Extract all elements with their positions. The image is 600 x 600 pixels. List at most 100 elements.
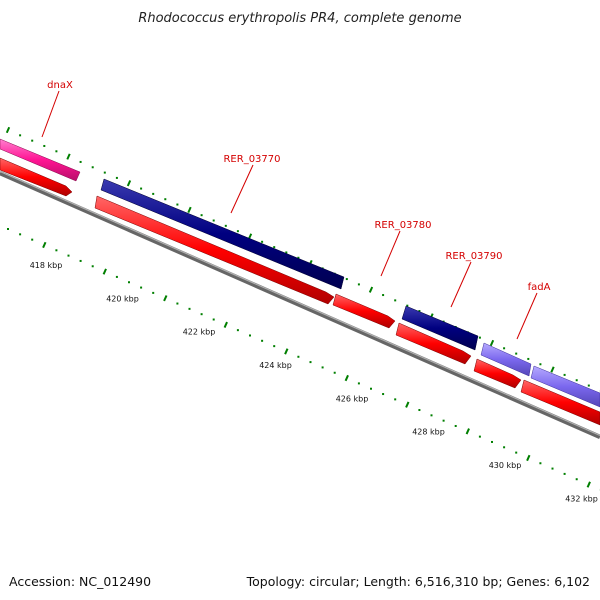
gene-dnax-feature[interactable] [0,138,81,182]
gene-rer03770-feature[interactable] [100,178,345,290]
minor-tick [140,187,143,190]
scale-label: 422 kbp [183,328,216,337]
minor-tick [224,224,227,227]
genome-backbone [0,170,600,440]
scale-label: 430 kbp [489,461,522,470]
minor-tick [357,382,360,385]
minor-tick [370,387,372,390]
minor-tick [430,414,433,417]
minor-tick [551,467,554,470]
minor-tick [91,265,94,268]
gene-fada-feature-2[interactable] [530,365,600,408]
major-tick [163,295,168,302]
gene-features [0,138,600,408]
cds-arrow[interactable] [332,293,396,329]
minor-tick [321,366,324,369]
minor-tick [236,329,239,332]
minor-tick [575,379,578,382]
minor-tick [128,281,130,284]
minor-tick [152,192,155,195]
minor-tick [140,286,143,289]
leader-line [380,230,401,277]
cds-arrow[interactable] [473,358,522,389]
leader-line [516,292,538,340]
scale-label: 426 kbp [336,394,369,403]
major-tick [586,481,591,488]
minor-tick [285,251,288,254]
cds-arrow[interactable] [395,322,472,365]
minor-tick [200,214,203,217]
minor-tick [297,256,300,259]
major-tick [489,339,495,347]
major-tick [102,268,107,275]
major-tick [223,321,228,328]
outer-tick-row [5,126,600,392]
minor-tick [79,259,82,262]
minor-tick [478,435,481,438]
scale-label: 428 kbp [412,428,445,437]
scale-label: 424 kbp [259,361,292,370]
minor-tick [394,398,397,401]
minor-tick [563,373,566,376]
gene-labels: dnaX RER_03770 RER_03780 RER_03790 fadA [41,80,551,340]
minor-tick [273,246,276,249]
minor-tick [79,160,82,163]
minor-tick [406,304,409,307]
minor-tick [515,451,518,454]
major-tick [66,153,71,160]
scale-labels: 418 kbp 420 kbp 422 kbp 424 kbp 426 kbp 428 k… [30,261,598,503]
minor-tick [115,275,118,278]
minor-tick [19,134,22,137]
minor-tick [261,240,264,243]
minor-tick [503,446,506,449]
minor-tick [249,334,251,337]
minor-tick [43,144,46,147]
minor-tick [539,462,542,465]
major-tick [405,401,410,408]
minor-tick [91,166,94,169]
minor-tick [152,291,155,294]
inner-tick-row [7,228,600,491]
cds-features [0,157,600,426]
minor-tick [382,393,385,396]
accession-text: Accession: NC_012490 [9,574,151,589]
gene-label-rer03790[interactable]: RER_03790 [445,251,502,262]
minor-tick [164,198,167,201]
gene-label-rer03770[interactable]: RER_03770 [223,154,280,165]
minor-tick [345,278,348,281]
minor-tick [539,363,542,366]
cds-arrow[interactable] [0,157,73,197]
major-tick [284,348,289,355]
gene-label-dnax[interactable]: dnaX [47,80,73,91]
minor-tick [394,299,397,302]
minor-tick [478,336,481,339]
gene-label-fada[interactable]: fadA [528,282,551,293]
major-tick [187,206,192,214]
minor-tick [357,283,360,286]
cds-arrow[interactable] [94,195,335,305]
minor-tick [55,249,58,252]
minor-tick [115,176,118,179]
minor-tick [527,357,530,360]
gene-label-rer03780[interactable]: RER_03780 [374,220,431,231]
minor-tick [19,233,22,236]
leader-line [230,164,254,214]
minor-tick [442,419,445,422]
scale-label: 432 kbp [565,494,598,503]
minor-tick [297,355,300,358]
gene-fada-feature-1[interactable] [480,342,532,377]
cds-arrow[interactable] [520,379,600,426]
major-tick [42,241,47,249]
major-tick [344,374,349,382]
minor-tick [273,345,276,348]
minor-tick [418,310,421,313]
minor-tick [188,307,191,310]
minor-tick [176,203,179,206]
gene-rer03780-feature[interactable] [401,305,479,351]
major-tick [550,366,555,373]
leader-line [450,261,472,308]
minor-tick [200,313,203,316]
major-tick [526,454,531,462]
major-tick [465,428,470,435]
